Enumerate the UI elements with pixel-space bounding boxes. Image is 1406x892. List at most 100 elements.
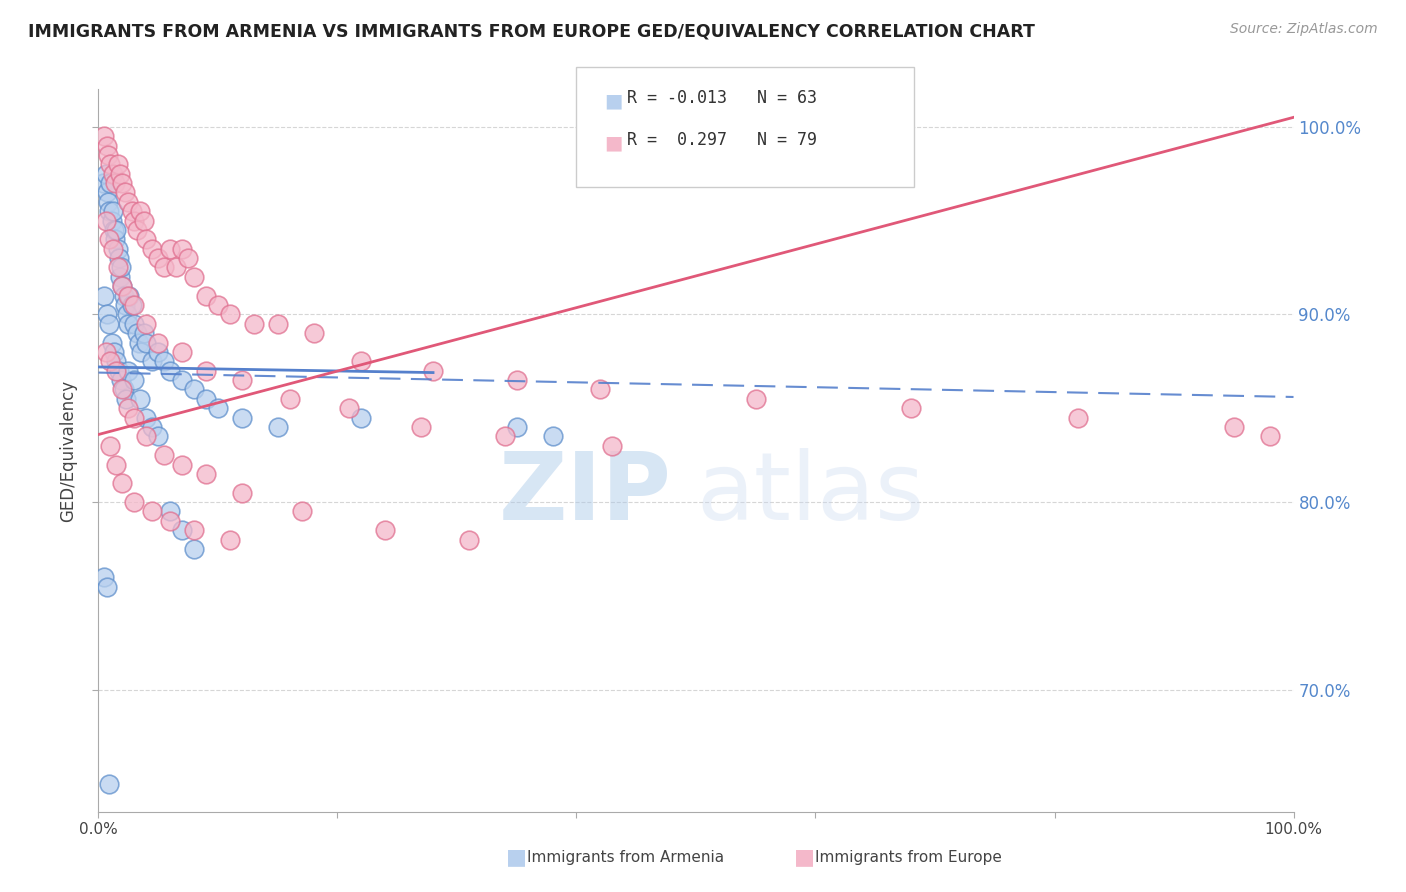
Point [96,307,118,321]
Point [96,138,118,153]
Point [97,194,120,209]
Point [177,251,200,265]
Text: Immigrants from Armenia: Immigrants from Armenia [527,850,724,865]
Point [148,335,170,350]
Point [117,364,139,378]
Point [183,523,205,537]
Point [101,204,124,219]
Point [111,383,134,397]
Text: IMMIGRANTS FROM ARMENIA VS IMMIGRANTS FROM EUROPE GED/EQUIVALENCY CORRELATION CH: IMMIGRANTS FROM ARMENIA VS IMMIGRANTS FR… [28,22,1035,40]
Point [183,541,205,556]
Point [494,429,516,443]
Point [243,317,266,331]
Point [148,345,170,359]
Text: Immigrants from Europe: Immigrants from Europe [815,850,1002,865]
Point [98,176,122,190]
Point [172,458,194,472]
Point [112,383,135,397]
Point [117,401,139,416]
Point [159,364,181,378]
Point [98,232,121,246]
Point [195,364,218,378]
Text: ZIP: ZIP [499,448,672,540]
Point [132,213,155,227]
Point [159,504,181,518]
Point [110,260,132,275]
Point [118,288,141,302]
Point [148,251,170,265]
Point [129,204,152,219]
Point [231,373,253,387]
Point [141,504,163,518]
Point [110,373,132,387]
Point [124,213,146,227]
Point [97,148,120,162]
Point [231,485,253,500]
Point [107,157,129,171]
Point [125,326,148,341]
Point [104,232,127,246]
Point [165,260,187,275]
Text: ■: ■ [794,847,815,867]
Point [302,326,325,341]
Point [112,288,135,302]
Point [219,533,242,547]
Point [105,364,128,378]
Point [124,373,146,387]
Point [183,383,205,397]
Point [111,279,134,293]
Point [108,167,131,181]
Point [104,176,127,190]
Point [114,186,136,200]
Text: atlas: atlas [696,448,924,540]
Point [135,429,157,443]
Point [98,776,121,790]
Point [93,570,115,584]
Point [98,157,122,171]
Point [105,458,128,472]
Point [105,223,128,237]
Y-axis label: GED/Equivalency: GED/Equivalency [59,379,77,522]
Point [100,335,122,350]
Point [117,317,139,331]
Text: ■: ■ [605,134,623,153]
Point [422,364,444,378]
Point [350,410,373,425]
Point [159,514,181,528]
Point [291,504,314,518]
Point [128,335,150,350]
Point [111,476,134,491]
Text: ■: ■ [605,92,623,111]
Point [1067,410,1090,425]
Point [172,242,194,256]
Point [132,326,155,341]
Point [114,298,136,312]
Point [117,194,139,209]
Point [94,167,117,181]
Point [207,298,229,312]
Point [135,410,157,425]
Point [124,317,146,331]
Point [172,523,194,537]
Point [148,429,170,443]
Point [107,242,129,256]
Point [278,392,301,406]
Point [231,410,253,425]
Point [98,204,121,219]
Point [195,392,218,406]
Point [267,420,290,434]
Point [153,448,176,462]
Point [207,401,229,416]
Point [103,223,125,237]
Point [745,392,768,406]
Point [100,213,122,227]
Point [115,392,138,406]
Point [111,279,134,293]
Point [105,354,128,368]
Point [93,288,115,302]
Point [541,429,564,443]
Point [131,345,153,359]
Point [96,186,118,200]
Point [350,354,373,368]
Point [124,495,146,509]
